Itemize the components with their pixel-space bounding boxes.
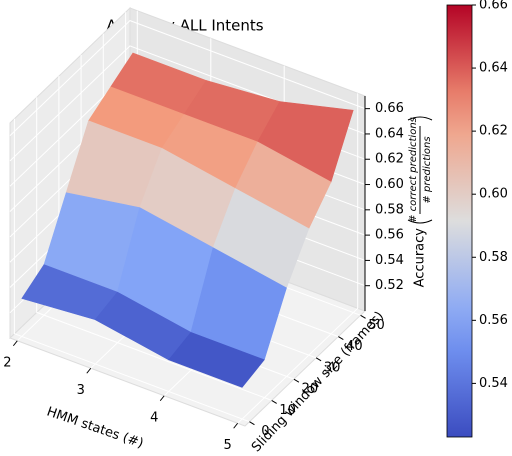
y-tick-label: 0 bbox=[261, 424, 269, 439]
z-tick-label: 0.56 bbox=[375, 228, 404, 243]
z-tick-label: 0.66 bbox=[375, 101, 404, 116]
x-tick bbox=[233, 422, 239, 429]
paren bbox=[407, 219, 433, 224]
x-axis-label: HMM states (#) bbox=[45, 404, 146, 451]
y-tick bbox=[360, 314, 366, 319]
z-axis-label-text: Accuracy bbox=[413, 228, 428, 288]
colorbar-tick-label: 0.54 bbox=[479, 376, 508, 391]
y-tick-label: 40 bbox=[346, 339, 363, 354]
z-tick-label: 0.52 bbox=[375, 278, 404, 293]
z-tick-label: 0.64 bbox=[375, 126, 404, 141]
x-tick bbox=[12, 340, 18, 347]
y-tick bbox=[315, 357, 322, 362]
z-label-denominator: # predictions bbox=[422, 136, 433, 203]
y-tick bbox=[338, 336, 344, 340]
z-tick-label: 0.58 bbox=[375, 202, 404, 217]
x-tick bbox=[86, 367, 92, 374]
x-tick-label: 2 bbox=[3, 355, 11, 370]
grid-line bbox=[13, 118, 250, 423]
grid-line bbox=[237, 93, 359, 424]
colorbar bbox=[446, 4, 473, 438]
z-tick-label: 0.54 bbox=[375, 253, 404, 268]
x-tick-label: 3 bbox=[77, 383, 85, 398]
y-tick bbox=[271, 400, 277, 404]
colorbar-tick-label: 0.56 bbox=[479, 313, 508, 328]
x-tick-label: 5 bbox=[224, 438, 232, 453]
x-tick bbox=[159, 395, 165, 402]
y-tick-label: 50 bbox=[368, 318, 385, 333]
y-tick-label: 20 bbox=[302, 382, 319, 397]
z-label-numerator: # correct predictions bbox=[408, 117, 419, 223]
paren bbox=[407, 116, 433, 121]
colorbar-tick-label: 0.66 bbox=[479, 0, 508, 13]
x-tick-label: 4 bbox=[150, 410, 158, 425]
y-tick bbox=[293, 378, 300, 383]
colorbar-tick-label: 0.64 bbox=[479, 61, 508, 76]
surface-patch bbox=[168, 331, 265, 388]
z-axis-label: Accuracy # correct predictions # predict… bbox=[407, 116, 433, 288]
colorbar-tick-label: 0.60 bbox=[479, 187, 508, 202]
y-tick bbox=[249, 421, 255, 426]
y-tick-label: 30 bbox=[324, 360, 341, 375]
y-tick-label: 10 bbox=[279, 403, 296, 418]
colorbar-tick-label: 0.62 bbox=[479, 124, 508, 139]
grid-line bbox=[36, 97, 272, 401]
z-tick-label: 0.60 bbox=[375, 177, 404, 192]
grid-line bbox=[9, 20, 366, 136]
colorbar-tick-label: 0.58 bbox=[479, 250, 508, 265]
z-tick-label: 0.62 bbox=[375, 152, 404, 167]
